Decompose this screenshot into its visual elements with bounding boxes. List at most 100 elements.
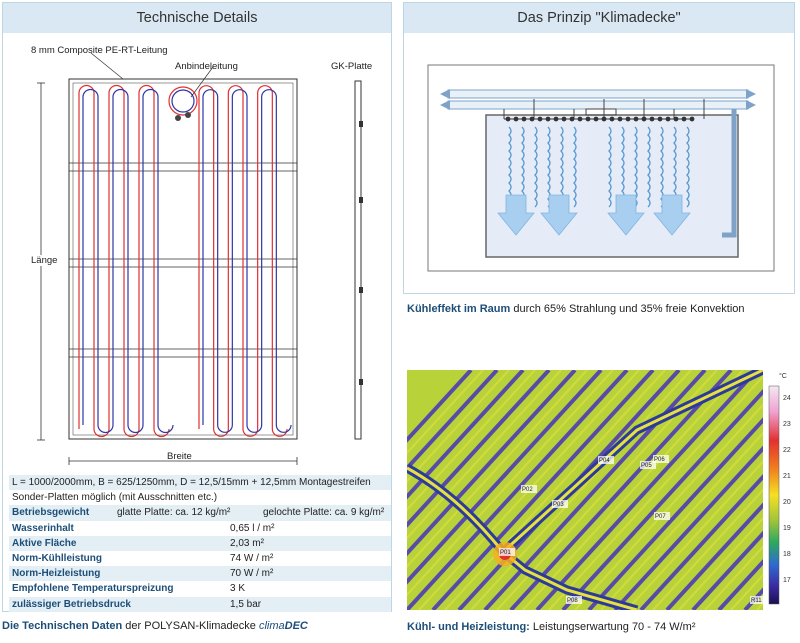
- thermal-warm-band: [626, 460, 763, 610]
- scale-unit: °C: [779, 372, 787, 380]
- pipe-loop: [198, 85, 288, 437]
- cooling-wave: [560, 126, 564, 208]
- measure-point-bg: [653, 455, 669, 463]
- cooling-wave: [508, 126, 512, 208]
- spec-row-spread: Empfohlene Temperaturspreizung 3 K: [12, 583, 246, 595]
- thermal-pipe-trace: [639, 473, 763, 610]
- thermal-pipe-trace: [717, 559, 763, 610]
- thermal-warm-band: [407, 370, 536, 512]
- brand-logo: climaDEC: [258, 620, 308, 632]
- principle-panel: Das Prinzip "Klimadecke": [403, 2, 795, 294]
- technical-details-panel: Technische Details 8: [2, 2, 392, 612]
- spec-row-heating: Norm-Heizleistung 70 W / m²: [9, 566, 391, 582]
- thermal-pipe-trace: [665, 502, 763, 610]
- pipe-loop: [202, 89, 292, 433]
- principle-diagram: [427, 64, 775, 272]
- board-label: GK-Platte: [331, 61, 373, 72]
- connection-label: Anbindeleitung: [175, 61, 238, 72]
- pipe-loop: [78, 84, 170, 438]
- cooling-wave: [686, 126, 690, 208]
- scale-label: 17: [783, 577, 791, 584]
- technical-details-title: Technische Details: [3, 3, 391, 33]
- pipe-loop: [82, 88, 174, 434]
- scale-label: 18: [783, 551, 791, 558]
- thermal-pipe-trace: [407, 370, 499, 472]
- thermal-warm-band: [407, 370, 562, 540]
- measure-point-bg: [598, 456, 614, 464]
- thermal-pipe-trace: [691, 530, 763, 610]
- thermal-pipe-trace: [407, 370, 603, 585]
- spec-table: L = 1000/2000mm, B = 625/1250mm, D = 12,…: [9, 475, 391, 612]
- cooling-wave: [521, 126, 525, 208]
- thermal-caption: Kühl- und Heizleistung: Leistungserwartu…: [407, 621, 696, 633]
- thermal-pipe-trace: [613, 445, 763, 610]
- scale-label: 22: [783, 447, 791, 454]
- thermal-pipe-trace: [407, 370, 525, 500]
- measure-point-label: R11: [751, 598, 762, 604]
- thermal-warm-band: [522, 370, 744, 610]
- thermal-warm-band: [407, 370, 614, 597]
- spec-row-cooling: Norm-Kühlleistung 74 W / m²: [12, 552, 274, 564]
- thermal-warm-band: [574, 403, 763, 610]
- thermal-warm-band: [600, 431, 763, 610]
- cooling-wave: [660, 126, 664, 208]
- scale-label: 20: [783, 499, 791, 506]
- thermal-pipe-trace: [407, 370, 473, 443]
- measure-point-label: P07: [655, 514, 666, 520]
- spec-row-water: Wasserinhalt 0,65 l / m²: [12, 522, 275, 534]
- thermal-warm-band: [470, 370, 692, 610]
- thermal-warm-band: [704, 545, 763, 610]
- spec-row-area: Aktive Fläche 2,03 m²: [9, 535, 391, 551]
- scale-label: 24: [783, 395, 791, 402]
- convection-arrow: [653, 194, 691, 236]
- measure-point-bg: [499, 548, 515, 556]
- spec-special: Sonder-Platten möglich (mit Ausschnitten…: [12, 492, 218, 504]
- cooling-wave: [621, 126, 625, 208]
- measure-point-label: P02: [522, 487, 533, 493]
- measure-point-bg: [640, 461, 656, 469]
- principle-caption: Kühleffekt im Raum durch 65% Strahlung u…: [407, 303, 745, 315]
- measure-point-label: P06: [654, 457, 665, 463]
- convection-arrow: [497, 194, 535, 236]
- measure-point-label: P08: [567, 598, 578, 604]
- thermal-pipe-trace: [431, 370, 655, 610]
- spec-row-weight: Betriebsgewicht glatte Platte: ca. 12 kg/…: [9, 505, 391, 521]
- measure-point-bg: [566, 596, 582, 604]
- cooling-wave: [673, 126, 677, 208]
- cooling-wave: [647, 126, 651, 208]
- thermal-warm-band: [678, 516, 763, 610]
- thermal-warm-band: [548, 375, 763, 610]
- measure-point-bg: [521, 485, 537, 493]
- length-label: Länge: [29, 255, 60, 266]
- measure-point-label: P03: [553, 502, 564, 508]
- scale-label: 21: [783, 473, 791, 480]
- convection-arrow: [607, 194, 645, 236]
- left-caption: Die Technischen Daten der POLYSAN-Klimad…: [2, 620, 308, 632]
- thermal-warm-band: [444, 370, 666, 610]
- scale-label: 23: [783, 421, 791, 428]
- principle-title: Das Prinzip "Klimadecke": [404, 3, 794, 33]
- thermal-warm-band: [407, 370, 588, 568]
- cooling-wave: [534, 126, 538, 208]
- thermal-pipe-trace: [561, 388, 763, 610]
- width-label: Breite: [167, 451, 192, 462]
- cooling-wave: [573, 126, 577, 208]
- thermal-pipe-trace: [587, 417, 763, 610]
- thermal-pipe-trace: [509, 370, 733, 610]
- cooling-wave: [547, 126, 551, 208]
- spec-row-pressure: zulässiger Betriebsdruck 1,5 bar: [9, 596, 391, 612]
- measure-point-label: P01: [500, 550, 511, 556]
- cooling-wave: [634, 126, 638, 208]
- thermal-warm-band: [652, 488, 763, 610]
- thermal-pipe-trace: [407, 370, 577, 557]
- measure-point-label: P04: [599, 458, 610, 464]
- measure-point-bg: [654, 512, 670, 520]
- spec-dimensions: L = 1000/2000mm, B = 625/1250mm, D = 12,…: [9, 475, 391, 491]
- panel-drawing: [37, 52, 363, 465]
- thermal-pipe-trace: [535, 370, 759, 610]
- pipe-label: 8 mm Composite PE-RT-Leitung: [31, 45, 168, 56]
- thermal-pipe-trace: [407, 370, 629, 610]
- thermal-warm-band: [407, 370, 510, 483]
- measure-point-bg: [750, 596, 766, 604]
